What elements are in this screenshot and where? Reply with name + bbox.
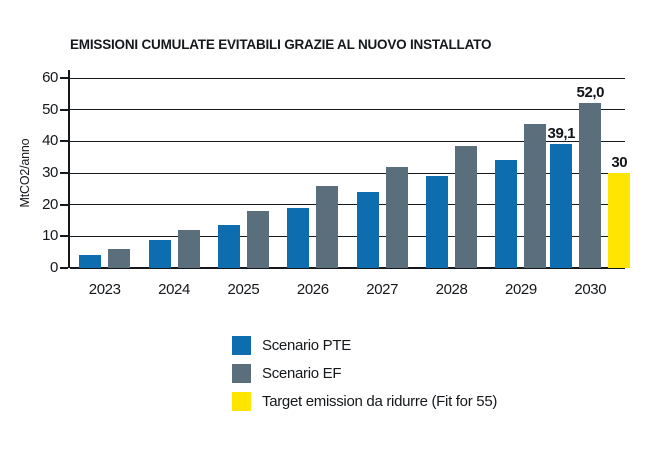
x-label-2023: 2023 — [88, 281, 121, 298]
plot-area: 39,1 52,0 30 — [60, 70, 631, 269]
y-tick-label-0: 0 — [50, 259, 58, 276]
bar-scenario-ef-2024 — [177, 230, 200, 268]
legend-label-target: Target emission da ridurre (Fit for 55) — [262, 393, 498, 410]
gridline-30 — [70, 172, 625, 174]
y-axis-tick-labels: 0 10 20 30 40 50 60 — [0, 70, 58, 276]
legend-label-scenario-pte: Scenario PTE — [262, 337, 351, 354]
x-label-2029: 2029 — [505, 281, 537, 298]
y-tick-40 — [60, 140, 68, 143]
bar-scenario-pte-2029 — [495, 160, 518, 268]
y-tick-label-60: 60 — [42, 69, 58, 86]
legend-swatch-scenario-ef-icon — [232, 364, 251, 383]
x-axis-labels: 2023 2024 2025 2026 2027 2028 2029 2030 — [70, 281, 625, 301]
y-tick-30 — [60, 172, 68, 174]
y-tick-20 — [60, 203, 68, 206]
y-tick-60 — [60, 77, 68, 79]
bar-scenario-ef-2029 — [524, 123, 547, 268]
legend-label-scenario-ef: Scenario EF — [262, 365, 342, 382]
bar-scenario-ef-2025 — [246, 211, 269, 268]
legend: Scenario PTE Scenario EF Target emission… — [232, 336, 497, 420]
legend-item-scenario-ef: Scenario EF — [232, 364, 497, 383]
x-label-2026: 2026 — [296, 281, 329, 298]
bar-scenario-pte-2028 — [426, 176, 449, 268]
chart-title: EMISSIONI CUMULATE EVITABILI GRAZIE AL N… — [70, 37, 492, 52]
bar-scenario-pte-2026 — [287, 207, 310, 268]
y-tick-0 — [60, 267, 68, 269]
x-label-2030: 2030 — [574, 281, 607, 298]
bar-scenario-ef-2026 — [316, 185, 339, 268]
gridline-10 — [70, 235, 625, 237]
bar-scenario-pte-2030 — [550, 144, 573, 268]
value-label-target-emission-da-ridurre-fit-for-55-2030: 30 — [611, 154, 628, 171]
y-tick-label-40: 40 — [42, 132, 58, 150]
y-tick-label-30: 30 — [42, 164, 58, 181]
bar-scenario-pte-2027 — [356, 192, 379, 268]
bar-scenario-ef-2030 — [579, 103, 602, 268]
gridline-50 — [70, 109, 625, 111]
gridline-0 — [70, 267, 625, 269]
legend-item-scenario-pte: Scenario PTE — [232, 336, 497, 355]
legend-swatch-scenario-pte-icon — [232, 336, 251, 355]
legend-item-target-fit-for-55: Target emission da ridurre (Fit for 55) — [232, 392, 497, 411]
x-label-2028: 2028 — [435, 281, 468, 298]
y-tick-label-20: 20 — [42, 195, 58, 213]
gridline-60 — [70, 77, 625, 79]
bar-scenario-pte-2023 — [79, 255, 102, 268]
bar-scenario-ef-2028 — [455, 146, 478, 268]
bar-scenario-pte-2025 — [217, 225, 240, 268]
bar-scenario-ef-2027 — [385, 166, 408, 268]
gridline-40 — [70, 140, 625, 142]
gridline-20 — [70, 204, 625, 206]
x-label-2027: 2027 — [366, 281, 399, 298]
y-tick-50 — [60, 108, 68, 111]
y-axis-line — [68, 70, 70, 268]
value-label-scenario-ef-2030: 52,0 — [576, 84, 605, 102]
x-label-2025: 2025 — [227, 281, 260, 298]
y-tick-label-10: 10 — [42, 227, 58, 245]
legend-swatch-target-icon — [232, 392, 251, 411]
y-tick-label-50: 50 — [42, 100, 58, 118]
bar-target-emission-da-ridurre-fit-for-55-2030 — [608, 173, 631, 268]
bar-scenario-ef-2023 — [108, 249, 131, 268]
bar-scenario-pte-2024 — [148, 239, 171, 268]
y-tick-10 — [60, 235, 68, 238]
value-label-scenario-pte-2030: 39,1 — [547, 125, 576, 143]
x-label-2024: 2024 — [158, 281, 190, 298]
